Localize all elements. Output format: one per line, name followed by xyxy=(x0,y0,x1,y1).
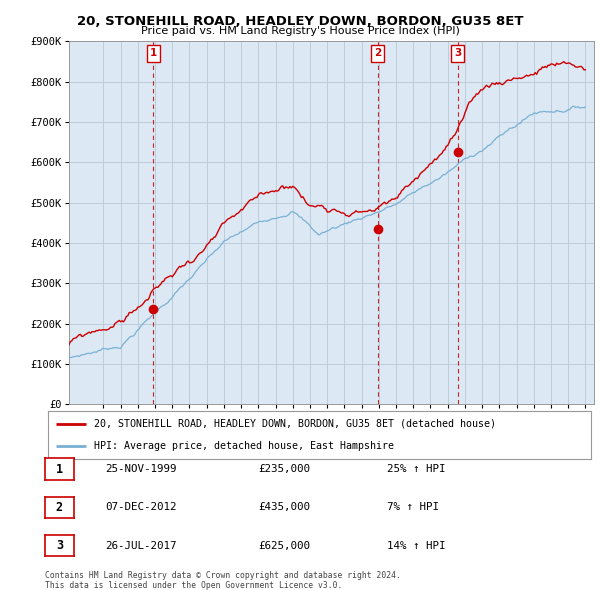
Text: 3: 3 xyxy=(454,48,461,58)
Text: Price paid vs. HM Land Registry's House Price Index (HPI): Price paid vs. HM Land Registry's House … xyxy=(140,26,460,36)
Text: 7% ↑ HPI: 7% ↑ HPI xyxy=(387,503,439,512)
Text: 25% ↑ HPI: 25% ↑ HPI xyxy=(387,464,445,474)
Text: £235,000: £235,000 xyxy=(258,464,310,474)
Text: 1: 1 xyxy=(56,463,63,476)
Text: This data is licensed under the Open Government Licence v3.0.: This data is licensed under the Open Gov… xyxy=(45,581,343,589)
Text: 1: 1 xyxy=(150,48,157,58)
Text: 2: 2 xyxy=(56,501,63,514)
Text: 3: 3 xyxy=(56,539,63,552)
Text: 25-NOV-1999: 25-NOV-1999 xyxy=(105,464,176,474)
Text: 2: 2 xyxy=(374,48,381,58)
Text: £435,000: £435,000 xyxy=(258,503,310,512)
Text: 14% ↑ HPI: 14% ↑ HPI xyxy=(387,541,445,550)
Text: £625,000: £625,000 xyxy=(258,541,310,550)
Text: 26-JUL-2017: 26-JUL-2017 xyxy=(105,541,176,550)
Text: 20, STONEHILL ROAD, HEADLEY DOWN, BORDON, GU35 8ET: 20, STONEHILL ROAD, HEADLEY DOWN, BORDON… xyxy=(77,15,523,28)
Text: 20, STONEHILL ROAD, HEADLEY DOWN, BORDON, GU35 8ET (detached house): 20, STONEHILL ROAD, HEADLEY DOWN, BORDON… xyxy=(94,419,496,429)
Text: HPI: Average price, detached house, East Hampshire: HPI: Average price, detached house, East… xyxy=(94,441,394,451)
Text: Contains HM Land Registry data © Crown copyright and database right 2024.: Contains HM Land Registry data © Crown c… xyxy=(45,571,401,579)
Text: 07-DEC-2012: 07-DEC-2012 xyxy=(105,503,176,512)
